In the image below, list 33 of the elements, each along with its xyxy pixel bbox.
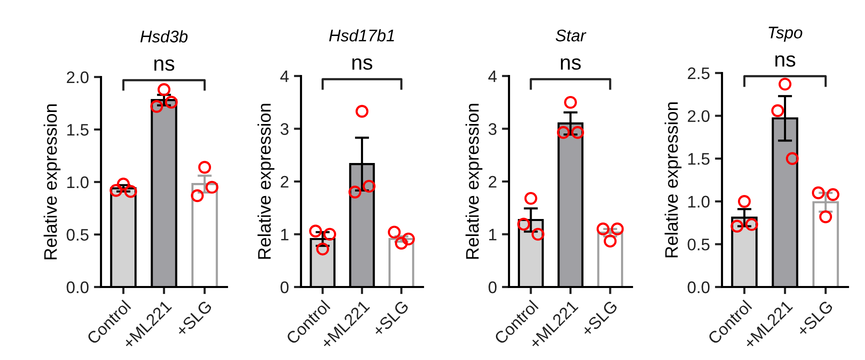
y-tick-label: 2.5 (688, 67, 710, 80)
y-tick-label: 3 (280, 123, 288, 135)
y-tick-label: 1.5 (67, 124, 88, 136)
y-tick-label: 0.5 (688, 238, 710, 250)
y-tick-label: 0.5 (66, 228, 88, 241)
text: ns (154, 59, 174, 71)
y-tick-label: 1.0 (688, 196, 710, 208)
chart-title: Star (556, 30, 586, 42)
y-tick-label: 4 (488, 70, 497, 82)
y-tick-label: 2.0 (66, 71, 89, 84)
y-tick-label: 2 (280, 176, 288, 188)
y-tick-label: 3 (488, 123, 496, 135)
chart-title: Tspo (768, 26, 802, 42)
text: ns (775, 55, 796, 67)
y-tick-label: 1.0 (67, 176, 89, 188)
y-tick-label: 0 (280, 281, 289, 294)
y-axis-title: Relative expression (44, 104, 60, 260)
text: ns (352, 58, 372, 70)
y-axis-title: Relative expression (258, 104, 274, 259)
y-tick-label: 2 (488, 176, 496, 188)
chart-title: Hsd17b1 (329, 29, 394, 42)
y-tick-label: 0.0 (688, 281, 710, 294)
y-tick-label: 1.5 (688, 153, 710, 165)
y-axis-title: Relative expression (664, 102, 682, 258)
y-tick-label: 2.0 (688, 110, 710, 122)
y-tick-label: 0.0 (66, 281, 89, 294)
y-tick-label: 0 (488, 281, 497, 294)
y-tick-label: 4 (280, 70, 289, 82)
y-tick-label: 1 (489, 228, 496, 240)
chart-title: Hsd3b (140, 30, 188, 42)
text: ns (560, 58, 581, 70)
y-axis-title: Relative expression (466, 104, 482, 259)
y-tick-label: 1 (281, 228, 288, 240)
